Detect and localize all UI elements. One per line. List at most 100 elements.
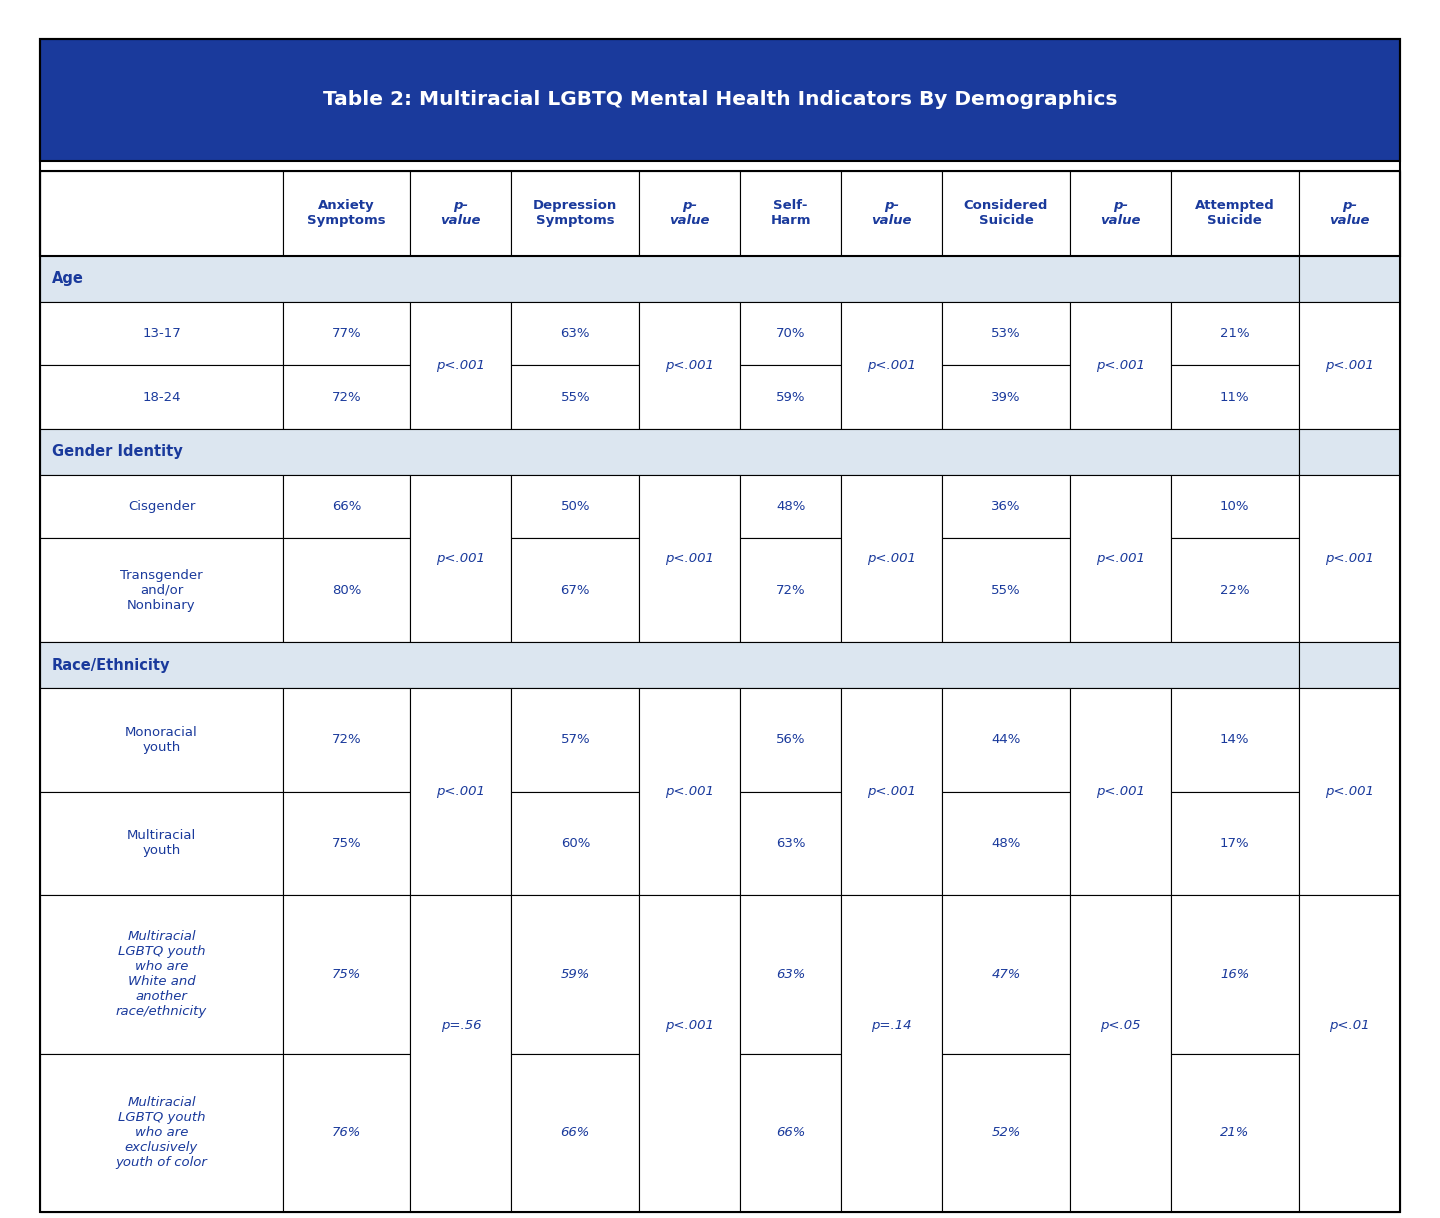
Bar <box>639 688 740 895</box>
Bar <box>40 171 282 256</box>
Text: p-
value: p- value <box>1100 200 1140 227</box>
Text: Monoracial
youth: Monoracial youth <box>125 726 197 754</box>
Bar <box>282 688 410 792</box>
Text: 80%: 80% <box>331 583 361 597</box>
Text: 53%: 53% <box>991 328 1021 340</box>
Bar <box>40 365 282 429</box>
Bar <box>740 792 841 895</box>
Bar <box>40 302 282 365</box>
Bar <box>841 688 942 895</box>
Bar <box>1299 256 1400 302</box>
Bar <box>511 688 639 792</box>
Text: 56%: 56% <box>776 733 805 747</box>
Text: 11%: 11% <box>1220 391 1250 403</box>
Text: 70%: 70% <box>776 328 805 340</box>
Bar <box>511 538 639 642</box>
Bar <box>282 365 410 429</box>
Bar <box>740 538 841 642</box>
Text: 22%: 22% <box>1220 583 1250 597</box>
Bar <box>282 538 410 642</box>
Text: 72%: 72% <box>331 391 361 403</box>
Text: 18-24: 18-24 <box>143 391 180 403</box>
Bar <box>1171 1054 1299 1212</box>
Bar <box>282 895 410 1054</box>
Text: p-
value: p- value <box>1329 200 1369 227</box>
Text: Transgender
and/or
Nonbinary: Transgender and/or Nonbinary <box>120 569 203 611</box>
Bar <box>410 895 511 1212</box>
Bar <box>40 688 282 792</box>
Text: 13-17: 13-17 <box>143 328 181 340</box>
Bar <box>282 302 410 365</box>
Bar <box>740 171 841 256</box>
Bar <box>942 365 1070 429</box>
Text: p<.001: p<.001 <box>1096 786 1145 798</box>
Text: p-
value: p- value <box>871 200 912 227</box>
Bar <box>511 365 639 429</box>
Bar <box>639 171 740 256</box>
Text: Anxiety
Symptoms: Anxiety Symptoms <box>307 200 386 227</box>
Text: Attempted
Suicide: Attempted Suicide <box>1195 200 1274 227</box>
Bar <box>1299 429 1400 475</box>
Text: p<.001: p<.001 <box>665 552 714 565</box>
Bar <box>282 171 410 256</box>
Bar <box>1070 688 1171 895</box>
Bar <box>1070 302 1171 429</box>
Text: 44%: 44% <box>991 733 1021 747</box>
Text: Multiracial
LGBTQ youth
who are
White and
another
race/ethnicity: Multiracial LGBTQ youth who are White an… <box>115 931 207 1018</box>
Bar <box>942 792 1070 895</box>
Text: p<.001: p<.001 <box>867 786 916 798</box>
Text: 55%: 55% <box>991 583 1021 597</box>
Bar <box>511 302 639 365</box>
Text: Cisgender: Cisgender <box>128 501 196 513</box>
Bar <box>639 475 740 642</box>
Text: 52%: 52% <box>991 1127 1021 1139</box>
Text: 21%: 21% <box>1220 328 1250 340</box>
Bar <box>410 688 511 895</box>
Text: p<.001: p<.001 <box>1325 552 1374 565</box>
Bar <box>1299 302 1400 429</box>
Text: p-
value: p- value <box>670 200 710 227</box>
Text: 14%: 14% <box>1220 733 1250 747</box>
Text: Race/Ethnicity: Race/Ethnicity <box>52 658 170 672</box>
Bar <box>1070 171 1171 256</box>
Bar <box>40 475 282 538</box>
Bar <box>40 642 1299 688</box>
Bar <box>40 538 282 642</box>
Bar <box>942 1054 1070 1212</box>
Text: p<.001: p<.001 <box>436 359 485 371</box>
Bar <box>942 538 1070 642</box>
Bar <box>1171 538 1299 642</box>
Bar <box>511 792 639 895</box>
Bar <box>942 171 1070 256</box>
Bar <box>1070 895 1171 1212</box>
Bar <box>1299 688 1400 895</box>
Text: 66%: 66% <box>331 501 361 513</box>
Bar <box>841 895 942 1212</box>
Text: 67%: 67% <box>560 583 590 597</box>
Text: 50%: 50% <box>560 501 590 513</box>
Text: 36%: 36% <box>991 501 1021 513</box>
Bar <box>40 256 1299 302</box>
Text: p<.001: p<.001 <box>867 359 916 371</box>
Text: p<.001: p<.001 <box>436 552 485 565</box>
Text: Considered
Suicide: Considered Suicide <box>963 200 1048 227</box>
Text: p-
value: p- value <box>441 200 481 227</box>
Text: 55%: 55% <box>560 391 590 403</box>
Text: 60%: 60% <box>560 837 590 850</box>
Text: 63%: 63% <box>776 837 805 850</box>
Bar <box>740 365 841 429</box>
Text: Table 2: Multiracial LGBTQ Mental Health Indicators By Demographics: Table 2: Multiracial LGBTQ Mental Health… <box>323 90 1117 110</box>
Bar <box>740 1054 841 1212</box>
Text: p<.001: p<.001 <box>665 1019 714 1033</box>
Text: p<.001: p<.001 <box>867 552 916 565</box>
Text: 47%: 47% <box>991 968 1021 980</box>
Bar <box>40 39 1400 161</box>
Bar <box>1171 475 1299 538</box>
Bar <box>511 475 639 538</box>
Bar <box>511 171 639 256</box>
Bar <box>40 429 1299 475</box>
Bar <box>1171 171 1299 256</box>
Text: Depression
Symptoms: Depression Symptoms <box>533 200 618 227</box>
Bar <box>942 688 1070 792</box>
Text: 21%: 21% <box>1220 1127 1250 1139</box>
